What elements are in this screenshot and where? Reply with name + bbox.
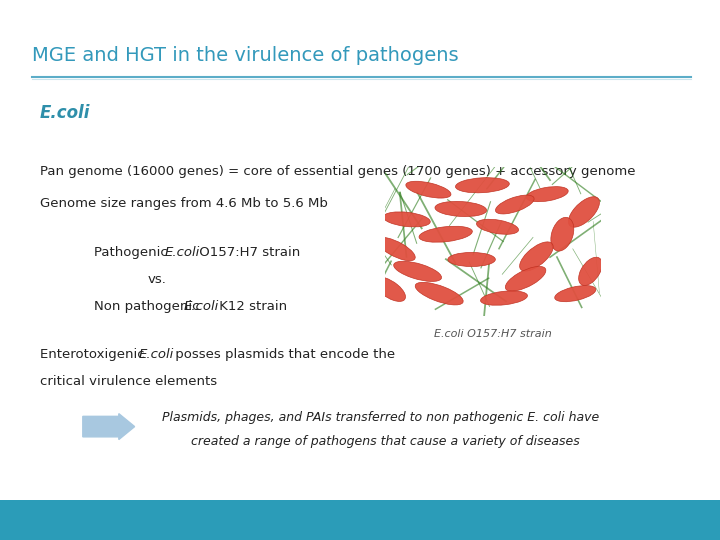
- Text: E.coli: E.coli: [139, 348, 174, 361]
- Text: E.coli: E.coli: [164, 246, 199, 259]
- Text: E.coli O157:H7 strain: E.coli O157:H7 strain: [434, 329, 552, 340]
- Ellipse shape: [383, 212, 431, 227]
- Ellipse shape: [579, 257, 602, 286]
- Ellipse shape: [374, 277, 405, 301]
- FancyArrow shape: [83, 414, 135, 440]
- Ellipse shape: [554, 286, 596, 302]
- Text: Pan genome (16000 genes) = core of essential genes (1700 genes) + accessory geno: Pan genome (16000 genes) = core of essen…: [40, 165, 635, 178]
- Text: O157:H7 strain: O157:H7 strain: [195, 246, 300, 259]
- Ellipse shape: [377, 238, 415, 261]
- Ellipse shape: [477, 219, 518, 234]
- Ellipse shape: [448, 252, 495, 267]
- Ellipse shape: [495, 195, 534, 214]
- Ellipse shape: [394, 261, 441, 281]
- Text: Genome size ranges from 4.6 Mb to 5.6 Mb: Genome size ranges from 4.6 Mb to 5.6 Mb: [40, 197, 328, 210]
- Ellipse shape: [480, 291, 528, 305]
- Text: K12 strain: K12 strain: [215, 300, 287, 313]
- Text: E.coli: E.coli: [40, 104, 90, 122]
- Text: Plasmids, phages, and PAIs transferred to non pathogenic E. coli have: Plasmids, phages, and PAIs transferred t…: [162, 411, 599, 424]
- Text: vs.: vs.: [148, 273, 166, 286]
- Ellipse shape: [456, 178, 509, 193]
- Ellipse shape: [406, 181, 451, 198]
- Text: MGE and HGT in the virulence of pathogens: MGE and HGT in the virulence of pathogen…: [32, 46, 459, 65]
- FancyBboxPatch shape: [0, 500, 720, 540]
- Ellipse shape: [526, 187, 568, 201]
- Ellipse shape: [415, 282, 463, 305]
- Text: Enterotoxigenic: Enterotoxigenic: [40, 348, 148, 361]
- Text: E.coli: E.coli: [184, 300, 219, 313]
- Ellipse shape: [568, 197, 600, 227]
- Ellipse shape: [505, 266, 546, 291]
- Ellipse shape: [419, 226, 472, 242]
- Text: Pathogenic: Pathogenic: [94, 246, 171, 259]
- Text: created a range of pathogens that cause a variety of diseases: created a range of pathogens that cause …: [191, 435, 580, 448]
- Text: critical virulence elements: critical virulence elements: [40, 375, 217, 388]
- Ellipse shape: [520, 242, 553, 271]
- Text: posses plasmids that encode the: posses plasmids that encode the: [171, 348, 395, 361]
- Ellipse shape: [551, 218, 574, 251]
- Ellipse shape: [435, 201, 487, 217]
- Text: Non pathogenic: Non pathogenic: [94, 300, 203, 313]
